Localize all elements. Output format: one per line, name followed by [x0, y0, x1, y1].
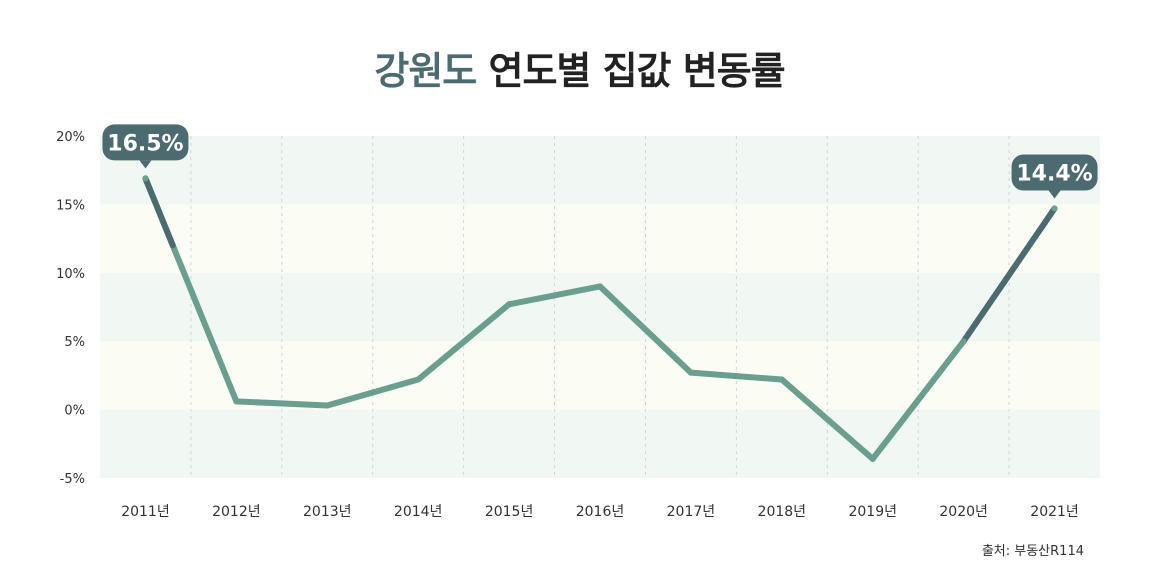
callout-bubble	[102, 124, 189, 161]
data-point	[1051, 205, 1058, 212]
y-tick-label: 0%	[64, 404, 85, 419]
x-tick-label: 2014년	[394, 504, 443, 520]
x-axis-ticks: 2011년 2012년 2013년 2014년 2015년 2016년 2017년 2018년…	[121, 504, 1079, 520]
series-line-segment	[597, 283, 694, 376]
x-tick-label: 2020년	[939, 504, 988, 520]
x-tick-label: 2016년	[576, 504, 625, 520]
x-tick-label: 2021년	[1030, 504, 1079, 520]
callout-label: 16.5%	[107, 131, 183, 156]
series-line-segment	[415, 301, 513, 383]
series-line-segment	[233, 398, 331, 409]
x-tick-label: 2018년	[758, 504, 807, 520]
callout-pointer	[1048, 190, 1061, 199]
y-tick-label: 10%	[56, 267, 85, 282]
data-point	[415, 376, 422, 383]
x-tick-label: 2011년	[121, 504, 170, 520]
data-point	[687, 369, 694, 376]
chart-title: 강원도 연도별 집값 변동률	[0, 40, 1159, 95]
callout-pointer	[139, 160, 152, 169]
vertical-gridlines	[190, 136, 1010, 478]
data-point	[778, 376, 785, 383]
x-tick-label: 2017년	[667, 504, 716, 520]
series-line-segment	[960, 205, 1058, 345]
background-band	[100, 341, 1100, 410]
y-axis-ticks: -5% 0% 5% 10% 15% 20%	[56, 130, 85, 487]
background-band	[100, 204, 1100, 273]
chart-title-accent: 강원도	[374, 49, 477, 93]
x-tick-label: 2019년	[848, 504, 897, 520]
data-point	[960, 338, 967, 345]
source-note: 출처: 부동산R114	[981, 544, 1084, 559]
data-point	[142, 175, 149, 182]
background-band	[100, 272, 1100, 342]
data-point	[597, 283, 603, 290]
series-line-segment	[778, 376, 876, 462]
y-tick-label: -5%	[60, 472, 85, 487]
callout: 16.5%	[102, 124, 189, 169]
series-line-segment	[324, 376, 422, 409]
x-tick-label: 2012년	[212, 504, 261, 520]
data-point	[324, 402, 331, 409]
background-band	[100, 409, 1100, 478]
callout-bubble	[1011, 154, 1098, 191]
x-tick-label: 2015년	[485, 504, 534, 520]
y-tick-label: 5%	[64, 335, 85, 350]
data-point	[506, 301, 513, 308]
series-line-segment	[687, 369, 785, 383]
y-tick-label: 15%	[56, 198, 85, 213]
callout-label: 14.4%	[1016, 162, 1092, 187]
series-line-segment	[869, 338, 967, 462]
callout: 14.4%	[1011, 154, 1098, 199]
series-line-segment	[506, 283, 603, 308]
x-tick-label: 2013년	[303, 504, 352, 520]
data-point	[869, 455, 876, 462]
data-point	[233, 398, 240, 405]
y-tick-label: 20%	[56, 130, 85, 145]
background-band	[100, 136, 1100, 205]
chart-title-rest: 연도별 집값 변동률	[488, 49, 785, 93]
background-bands	[100, 136, 1100, 478]
callouts: 16.5% 14.4%	[102, 124, 1098, 199]
series-group	[142, 175, 1058, 462]
series-line-accent	[142, 175, 176, 249]
